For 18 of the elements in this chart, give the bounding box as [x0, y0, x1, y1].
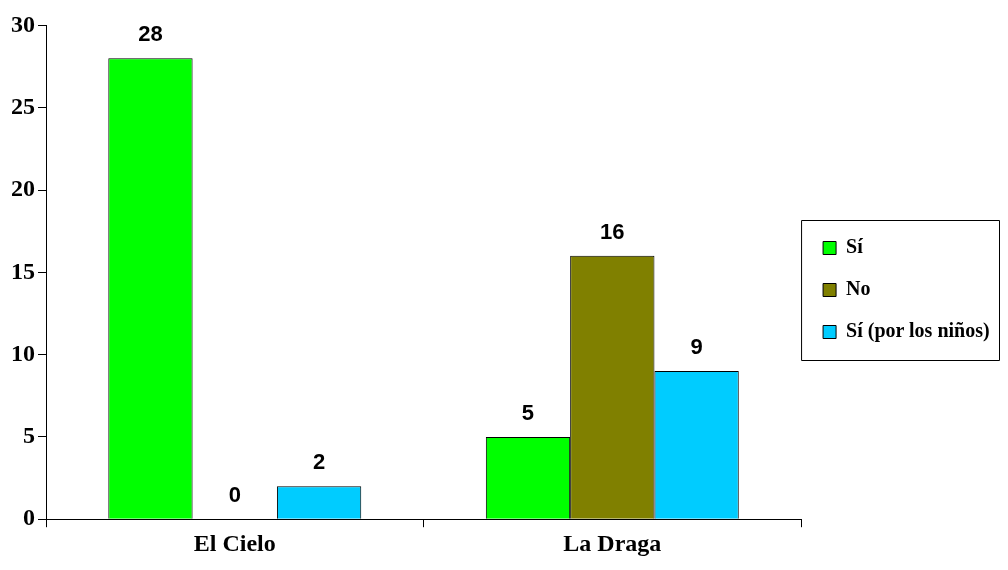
data-label: 16 [600, 218, 625, 244]
data-label: 9 [690, 334, 703, 360]
data-label: 5 [521, 399, 535, 425]
legend-label: No [846, 277, 871, 300]
legend-label: Sí [846, 235, 864, 258]
y-tick-label: 25 [11, 92, 35, 119]
y-tick-label: 10 [11, 339, 35, 366]
y-tick-label: 0 [23, 504, 35, 531]
y-tick-label: 20 [11, 175, 35, 202]
y-tick-label: 5 [23, 422, 35, 449]
data-label: 28 [138, 21, 163, 47]
y-tick-label: 15 [11, 257, 35, 284]
data-label: 2 [312, 449, 326, 475]
x-tick-label: El Cielo [193, 529, 276, 556]
data-label: 0 [228, 482, 241, 508]
legend-label: Sí (por los niños) [846, 319, 990, 343]
x-tick-label: La Draga [563, 529, 662, 556]
y-tick-label: 30 [11, 10, 35, 37]
